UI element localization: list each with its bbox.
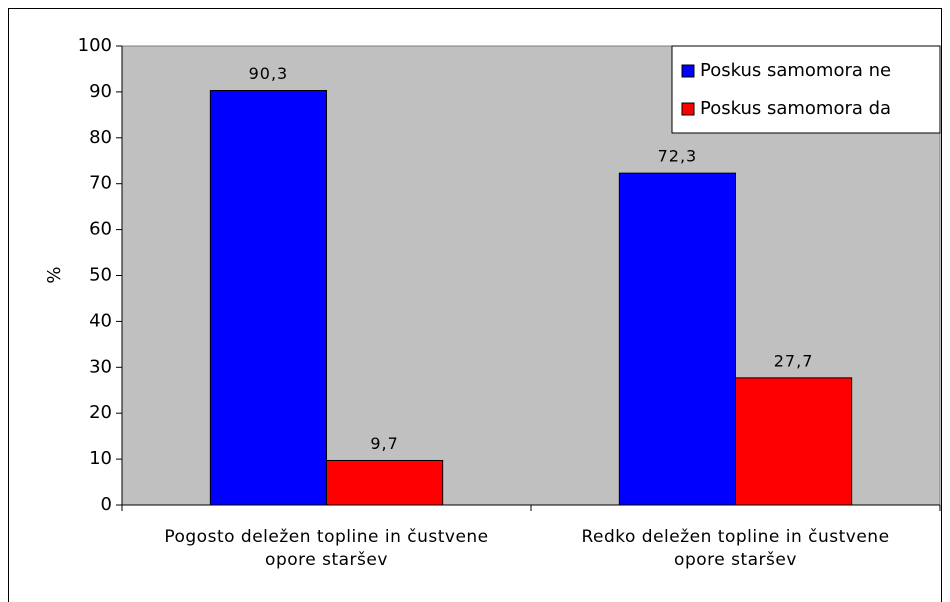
bar bbox=[735, 377, 853, 506]
legend-swatch bbox=[681, 64, 695, 78]
y-tick-label: 20 bbox=[89, 402, 112, 423]
y-tick-label: 80 bbox=[89, 127, 112, 148]
data-label: 27,7 bbox=[774, 351, 814, 370]
bar bbox=[326, 459, 444, 506]
y-tick-label: 70 bbox=[89, 173, 112, 194]
y-tick-label: 40 bbox=[89, 310, 112, 331]
y-tick-label: 30 bbox=[89, 356, 112, 377]
legend-box bbox=[671, 45, 941, 134]
legend-label: Poskus samomora da bbox=[700, 98, 891, 119]
y-tick-label: 60 bbox=[89, 219, 112, 240]
data-label: 90,3 bbox=[249, 64, 289, 83]
y-tick-label: 100 bbox=[78, 35, 112, 56]
bar bbox=[209, 90, 327, 506]
y-axis-label: % bbox=[44, 266, 65, 283]
x-tick-label: opore staršev bbox=[265, 550, 388, 570]
y-tick-label: 50 bbox=[89, 265, 112, 286]
x-tick-label: Redko deležen topline in čustvene bbox=[581, 527, 889, 547]
y-tick-label: 10 bbox=[89, 448, 112, 469]
legend-swatch bbox=[681, 102, 695, 116]
bar bbox=[618, 172, 736, 506]
data-label: 72,3 bbox=[658, 147, 698, 166]
legend-label: Poskus samomora ne bbox=[700, 60, 891, 81]
x-tick-label: Pogosto deležen topline in čustvene bbox=[164, 527, 488, 547]
y-tick-label: 0 bbox=[101, 494, 112, 515]
x-tick-label: opore staršev bbox=[674, 550, 797, 570]
y-tick-label: 90 bbox=[89, 81, 112, 102]
data-label: 9,7 bbox=[370, 434, 398, 453]
